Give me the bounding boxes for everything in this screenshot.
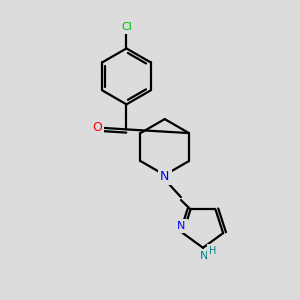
Text: Cl: Cl xyxy=(121,22,132,32)
Text: N: N xyxy=(200,251,209,261)
Text: N: N xyxy=(177,221,186,231)
Text: H: H xyxy=(209,246,216,256)
Text: N: N xyxy=(160,170,169,183)
Text: O: O xyxy=(92,122,102,134)
